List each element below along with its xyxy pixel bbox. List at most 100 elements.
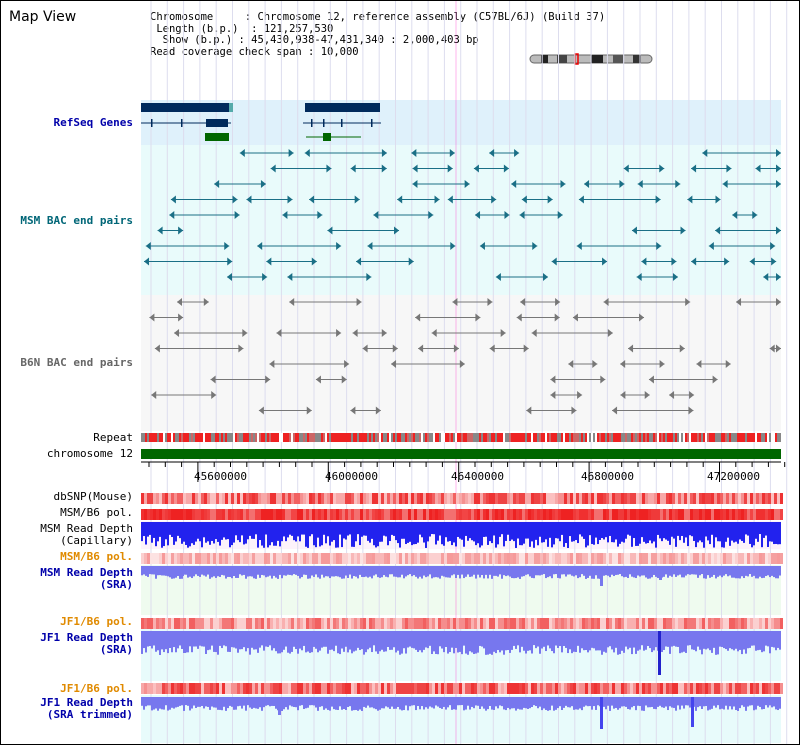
depth-bar <box>315 566 317 575</box>
depth-bar <box>673 522 675 539</box>
depth-bar <box>295 697 297 708</box>
repeat-segment <box>669 433 671 442</box>
depth-bar <box>189 631 191 647</box>
heat-cell <box>549 683 552 694</box>
depth-bar <box>195 522 197 542</box>
depth-bar <box>347 566 349 579</box>
depth-bar <box>479 522 481 548</box>
repeat-segment <box>575 433 577 442</box>
heat-cell <box>630 618 633 629</box>
depth-bar <box>433 522 435 535</box>
depth-bar <box>211 631 213 646</box>
repeat-segment <box>663 433 665 442</box>
depth-bar <box>555 566 557 575</box>
depth-bar <box>417 566 419 579</box>
depth-bar <box>773 697 775 707</box>
bac-end-marker <box>715 195 721 204</box>
bac-end-marker <box>532 242 538 250</box>
heat-cell <box>429 618 432 629</box>
depth-bar <box>329 522 331 546</box>
bac-end-marker <box>776 180 781 188</box>
depth-bar <box>143 522 145 537</box>
heat-cell <box>393 683 396 694</box>
heat-cell <box>747 683 750 694</box>
depth-bar <box>529 566 531 577</box>
heat-cell <box>441 509 444 520</box>
depth-bar <box>361 522 363 537</box>
depth-bar <box>275 522 277 546</box>
depth-bar <box>409 697 411 707</box>
depth-bar <box>663 566 665 577</box>
depth-bar <box>733 631 735 651</box>
bac-end-marker <box>526 406 532 415</box>
bac-end-marker <box>224 242 230 250</box>
heat-cell <box>207 553 210 564</box>
depth-bar <box>763 522 765 538</box>
heat-cell <box>594 553 597 564</box>
heat-cell <box>462 683 465 694</box>
heat-cell <box>696 493 699 504</box>
depth-bar <box>671 522 673 537</box>
depth-bar <box>535 566 537 576</box>
depth-bar <box>523 631 525 651</box>
depth-bar <box>517 522 519 539</box>
heat-cell <box>540 553 543 564</box>
depth-bar <box>497 697 499 709</box>
bac-end-marker <box>620 391 626 399</box>
depth-bar <box>399 631 401 655</box>
depth-bar <box>701 697 703 709</box>
bac-end-marker <box>327 226 333 235</box>
heat-cell <box>447 618 450 629</box>
repeat-segment <box>661 433 663 442</box>
depth-bar <box>599 522 601 540</box>
heat-cell <box>633 509 636 520</box>
depth-bar <box>761 631 763 653</box>
heat-cell <box>189 509 192 520</box>
depth-bar <box>521 697 523 710</box>
heat-cell <box>690 618 693 629</box>
heat-cell <box>486 618 489 629</box>
heat-cell <box>411 553 414 564</box>
heat-cell <box>645 553 648 564</box>
heat-cell <box>198 683 201 694</box>
depth-bar <box>631 566 633 577</box>
bac-end-marker <box>412 180 418 188</box>
heat-cell <box>753 683 756 694</box>
track-label-dbsnp: dbSNP(Mouse) <box>53 490 133 503</box>
heat-cell <box>627 683 630 694</box>
repeat-segment <box>719 433 721 442</box>
depth-bar <box>603 522 605 540</box>
bac-end-marker <box>550 375 556 384</box>
heat-cell <box>405 493 408 504</box>
repeat-segment <box>359 433 361 442</box>
heat-cell <box>687 618 690 629</box>
bac-end-marker <box>473 164 479 173</box>
heat-cell <box>603 509 606 520</box>
depth-bar <box>613 566 615 577</box>
heat-cell <box>321 493 324 504</box>
bac-end-marker <box>411 149 417 157</box>
heat-cell <box>258 618 261 629</box>
heat-cell <box>762 493 765 504</box>
heat-cell <box>225 509 228 520</box>
depth-bar <box>479 631 481 646</box>
heat-cell <box>375 553 378 564</box>
heat-cell <box>609 683 612 694</box>
heat-cell <box>564 683 567 694</box>
heat-cell <box>771 683 774 694</box>
repeat-segment <box>567 433 569 442</box>
length-label: Length (b.p.) <box>156 22 239 35</box>
depth-bar <box>343 631 345 652</box>
depth-bar <box>153 631 155 646</box>
repeat-segment <box>273 433 275 442</box>
depth-bar <box>551 522 553 548</box>
depth-bar <box>631 631 633 655</box>
heat-cell <box>768 618 771 629</box>
heat-cell <box>657 553 660 564</box>
heat-cell <box>339 553 342 564</box>
heat-cell <box>210 618 213 629</box>
bac-end-marker <box>712 375 718 384</box>
repeat-segment <box>607 433 609 442</box>
bac-end-marker <box>675 180 681 188</box>
